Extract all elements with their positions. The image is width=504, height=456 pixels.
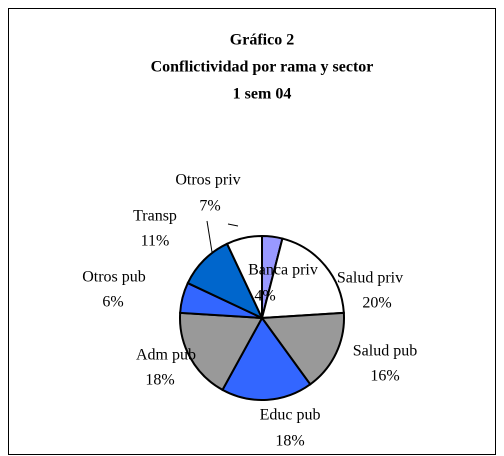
slice-label: Educ pub: [260, 407, 321, 424]
slice-value-label: 4%: [254, 288, 275, 305]
pie-slice: [179, 311, 264, 392]
slice-label: Transp: [133, 208, 177, 225]
slice-label: Salud priv: [337, 270, 403, 287]
chart-title: Gráfico 2: [230, 32, 294, 49]
slice-label: Otros priv: [175, 172, 240, 189]
chart-title: 1 sem 04: [233, 86, 292, 103]
slice-value-label: 18%: [275, 433, 304, 450]
slice-label: Banca priv: [248, 262, 318, 279]
slice-value-label: 7%: [199, 198, 220, 215]
pie-slice: [260, 237, 345, 320]
slice-label: Adm pub: [136, 347, 196, 364]
slice-value-label: 16%: [370, 368, 399, 385]
slice-value-label: 11%: [141, 233, 170, 250]
pie-slice: [260, 311, 345, 386]
slice-value-label: 6%: [102, 294, 123, 311]
pie-slice: [225, 234, 263, 319]
leader-line: [206, 220, 213, 253]
chart-title: Conflictividad por rama y sector: [151, 59, 374, 76]
leader-line: [227, 223, 239, 227]
slice-value-label: 20%: [362, 295, 391, 312]
slice-value-label: 18%: [145, 372, 174, 389]
slice-label: Otros pub: [82, 269, 146, 286]
pie-slice: [221, 316, 312, 401]
slice-label: Salud pub: [353, 343, 417, 360]
